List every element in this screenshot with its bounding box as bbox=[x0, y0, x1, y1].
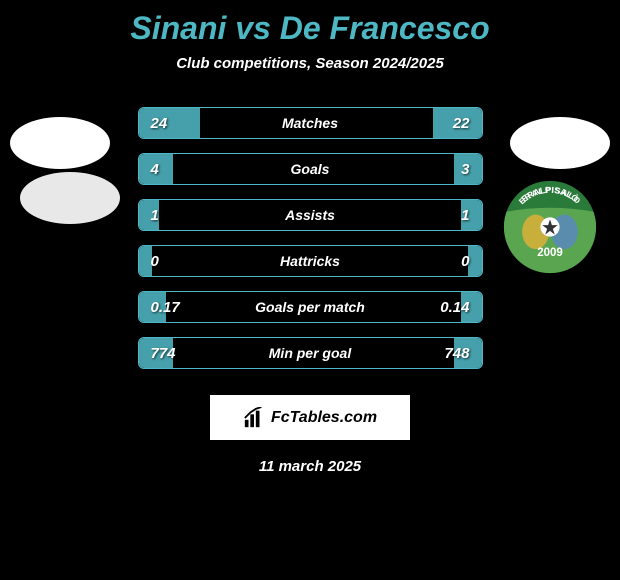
stat-label: Min per goal bbox=[269, 345, 351, 361]
comparison-title: Sinani vs De Francesco bbox=[130, 10, 489, 47]
stat-row: 774 Min per goal 748 bbox=[138, 337, 483, 369]
bar-chart-icon bbox=[243, 407, 265, 429]
stat-row: 0.17 Goals per match 0.14 bbox=[138, 291, 483, 323]
stats-rows: 24 Matches 22 4 Goals 3 1 Assists 1 0 Hattricks 0 0.… bbox=[138, 107, 483, 369]
player-right-avatar bbox=[510, 117, 610, 169]
fctables-text: FcTables.com bbox=[271, 409, 377, 427]
stat-fill-right bbox=[468, 246, 482, 276]
stat-fill-left bbox=[139, 108, 201, 138]
stat-value-right: 0 bbox=[461, 253, 469, 270]
stat-value-left: 774 bbox=[151, 345, 176, 362]
stat-label: Assists bbox=[285, 207, 335, 223]
stat-label: Hattricks bbox=[280, 253, 340, 269]
stat-value-left: 24 bbox=[151, 115, 168, 132]
player-right-club-badge: 2009 ERALPISALÒ ERALPISALO bbox=[502, 179, 598, 275]
stat-value-right: 3 bbox=[461, 161, 469, 178]
stat-value-right: 748 bbox=[444, 345, 469, 362]
fctables-watermark: FcTables.com bbox=[210, 395, 410, 440]
player-left-club-badge bbox=[20, 172, 120, 224]
stats-area: 2009 ERALPISALÒ ERALPISALO 24 Matches 22 4 G… bbox=[0, 107, 620, 369]
stat-value-right: 1 bbox=[461, 207, 469, 224]
stat-value-right: 22 bbox=[453, 115, 470, 132]
shield-icon: 2009 ERALPISALÒ ERALPISALO bbox=[502, 179, 598, 275]
stat-row: 24 Matches 22 bbox=[138, 107, 483, 139]
stat-value-left: 1 bbox=[151, 207, 159, 224]
stat-value-right: 0.14 bbox=[440, 299, 469, 316]
stat-value-left: 0 bbox=[151, 253, 159, 270]
comparison-subtitle: Club competitions, Season 2024/2025 bbox=[176, 55, 444, 72]
stat-label: Matches bbox=[282, 115, 338, 131]
svg-text:2009: 2009 bbox=[537, 247, 563, 259]
stat-row: 0 Hattricks 0 bbox=[138, 245, 483, 277]
stat-value-left: 0.17 bbox=[151, 299, 180, 316]
stat-label: Goals bbox=[291, 161, 330, 177]
player-left-avatar bbox=[10, 117, 110, 169]
stat-label: Goals per match bbox=[255, 299, 365, 315]
stat-row: 1 Assists 1 bbox=[138, 199, 483, 231]
stat-value-left: 4 bbox=[151, 161, 159, 178]
comparison-date: 11 march 2025 bbox=[259, 458, 361, 475]
stat-row: 4 Goals 3 bbox=[138, 153, 483, 185]
